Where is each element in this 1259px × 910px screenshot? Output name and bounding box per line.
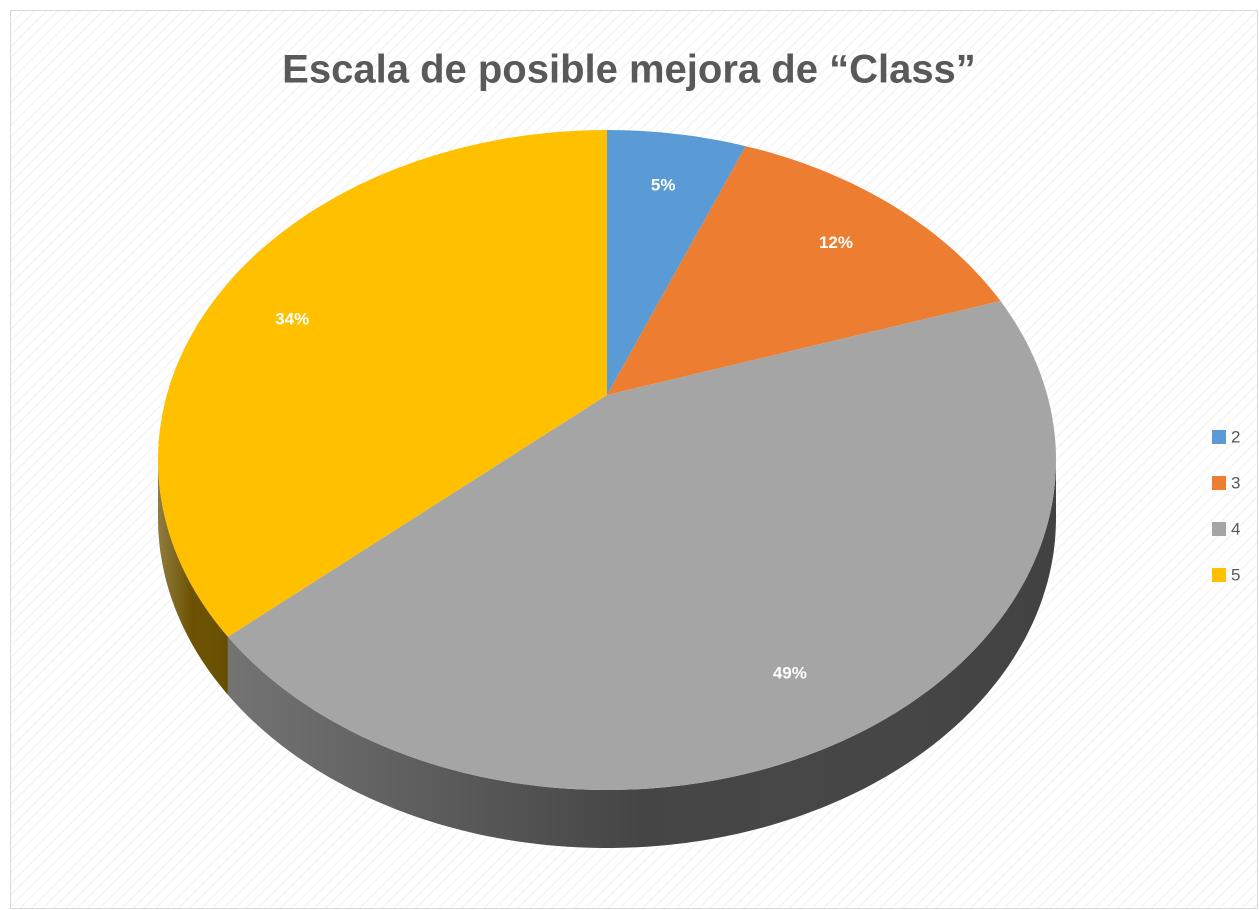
pie-slice	[607, 130, 746, 395]
data-label: 34%	[275, 309, 309, 328]
pie-slice	[607, 146, 1001, 395]
legend-swatch	[1212, 430, 1226, 444]
side-shade	[158, 460, 228, 695]
legend-label: 5	[1231, 565, 1240, 584]
data-label: 49%	[773, 664, 807, 683]
pie-slice	[158, 130, 607, 637]
data-label: 12%	[819, 233, 853, 252]
legend-swatch	[1212, 568, 1226, 582]
data-label: 5%	[651, 176, 676, 195]
legend-label: 4	[1231, 519, 1240, 538]
legend-label: 2	[1231, 427, 1240, 446]
legend-label: 3	[1231, 473, 1240, 492]
legend-swatch	[1212, 522, 1226, 536]
legend-swatch	[1212, 476, 1226, 490]
chart-title: Escala de posible mejora de “Class”	[282, 48, 976, 92]
side-shade	[227, 460, 1056, 848]
pie-slice	[227, 301, 1056, 790]
